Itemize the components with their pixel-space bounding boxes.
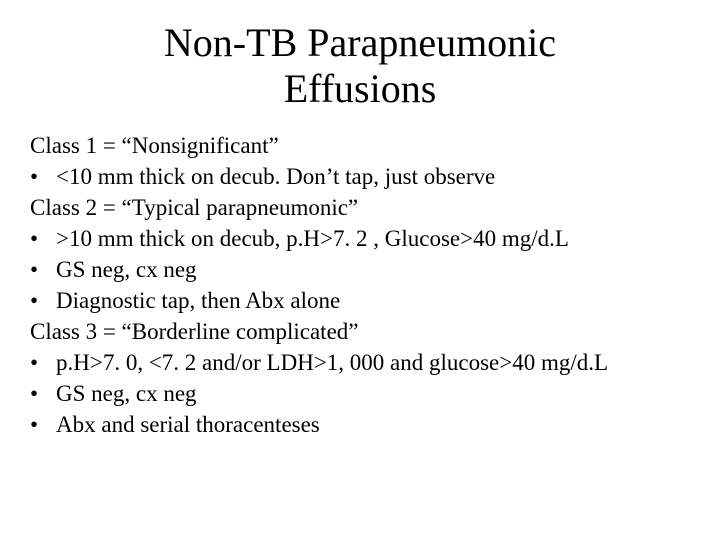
bullet-dot-icon: • bbox=[30, 378, 56, 409]
slide: Non-TB Parapneumonic Effusions Class 1 =… bbox=[0, 0, 720, 540]
class-heading: Class 2 = “Typical parapneumonic” bbox=[30, 192, 690, 223]
bullet-line: •<10 mm thick on decub. Don’t tap, just … bbox=[30, 161, 690, 192]
bullet-text: p.H>7. 0, <7. 2 and/or LDH>1, 000 and gl… bbox=[56, 347, 690, 378]
class-heading: Class 1 = “Nonsignificant” bbox=[30, 130, 690, 161]
bullet-text: >10 mm thick on decub, p.H>7. 2 , Glucos… bbox=[56, 223, 690, 254]
bullet-text: Abx and serial thoracenteses bbox=[56, 409, 690, 440]
title-line-1: Non-TB Parapneumonic bbox=[164, 20, 556, 65]
bullet-text: GS neg, cx neg bbox=[56, 254, 690, 285]
bullet-line: •GS neg, cx neg bbox=[30, 378, 690, 409]
slide-title: Non-TB Parapneumonic Effusions bbox=[30, 20, 690, 112]
bullet-text: Diagnostic tap, then Abx alone bbox=[56, 285, 690, 316]
bullet-dot-icon: • bbox=[30, 223, 56, 254]
class-heading: Class 3 = “Borderline complicated” bbox=[30, 316, 690, 347]
bullet-line: •Diagnostic tap, then Abx alone bbox=[30, 285, 690, 316]
bullet-line: •>10 mm thick on decub, p.H>7. 2 , Gluco… bbox=[30, 223, 690, 254]
bullet-dot-icon: • bbox=[30, 347, 56, 378]
slide-body: Class 1 = “Nonsignificant”•<10 mm thick … bbox=[30, 130, 690, 440]
bullet-dot-icon: • bbox=[30, 285, 56, 316]
bullet-text: GS neg, cx neg bbox=[56, 378, 690, 409]
title-line-2: Effusions bbox=[284, 66, 437, 111]
bullet-line: •p.H>7. 0, <7. 2 and/or LDH>1, 000 and g… bbox=[30, 347, 690, 378]
bullet-line: •Abx and serial thoracenteses bbox=[30, 409, 690, 440]
bullet-line: •GS neg, cx neg bbox=[30, 254, 690, 285]
bullet-dot-icon: • bbox=[30, 161, 56, 192]
bullet-dot-icon: • bbox=[30, 409, 56, 440]
bullet-dot-icon: • bbox=[30, 254, 56, 285]
bullet-text: <10 mm thick on decub. Don’t tap, just o… bbox=[56, 161, 690, 192]
